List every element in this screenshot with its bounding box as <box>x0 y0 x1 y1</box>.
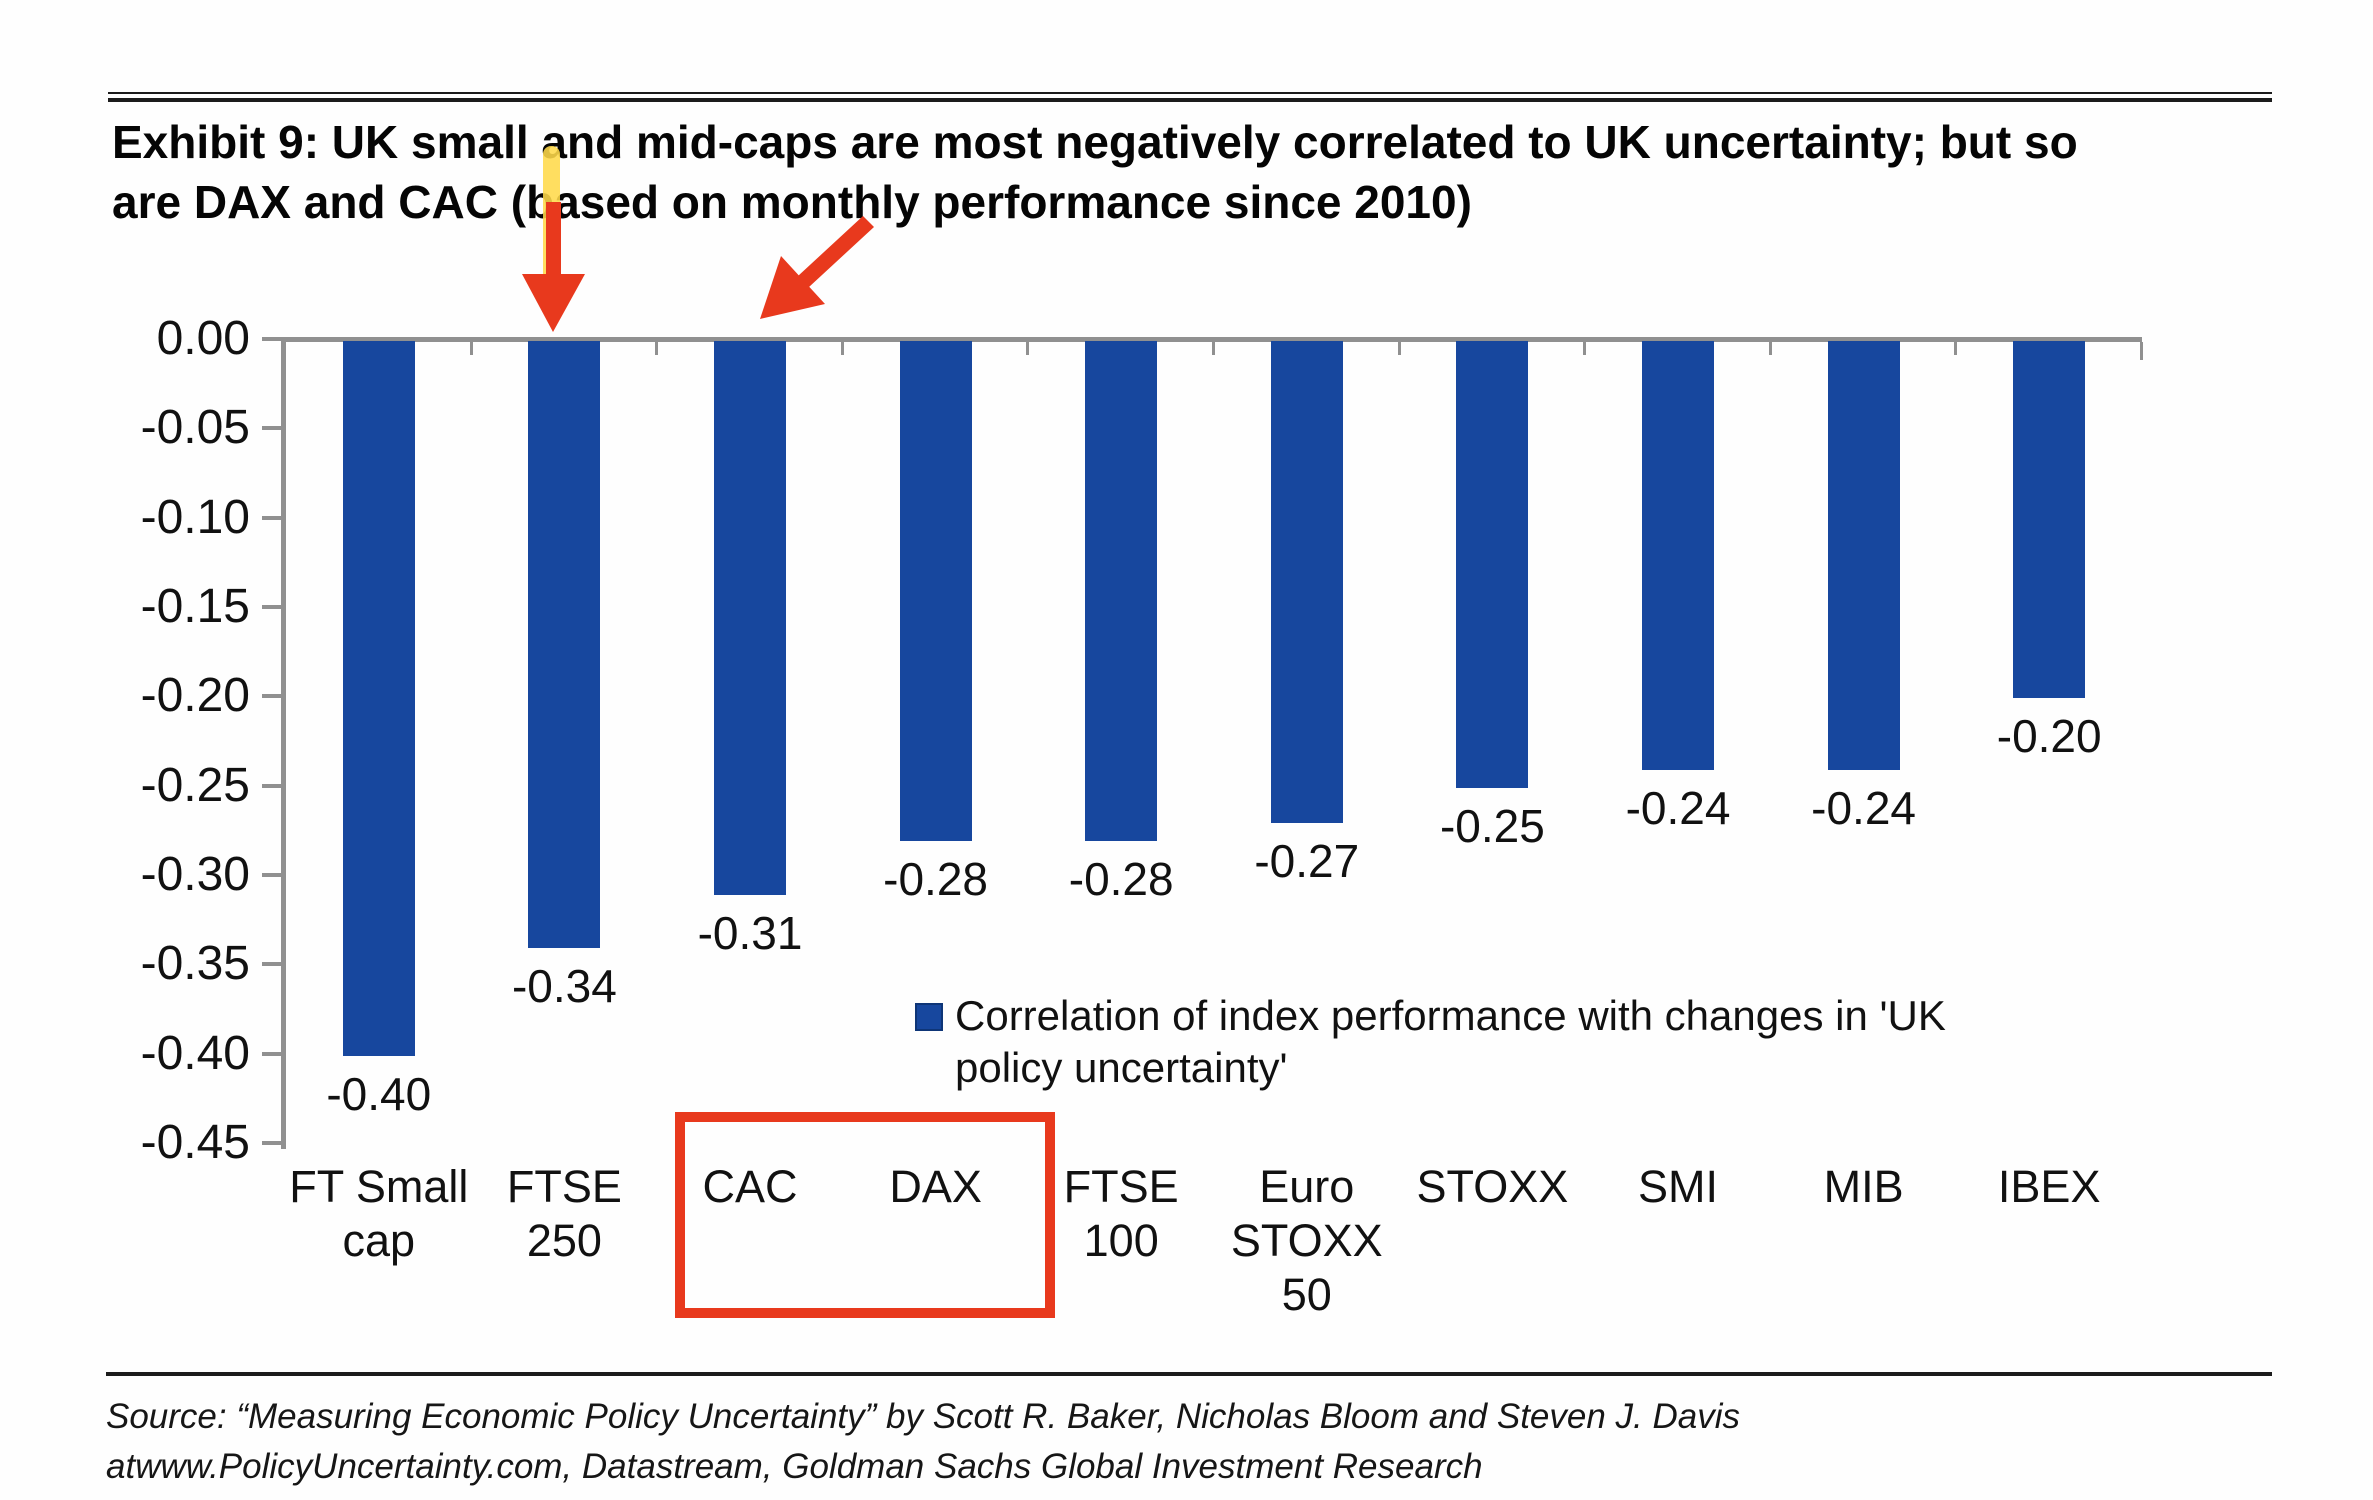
exhibit-title-line2: are DAX and CAC (based on monthly perfor… <box>112 176 1472 228</box>
bar <box>899 341 972 841</box>
y-axis-tick-mark <box>262 694 281 699</box>
x-axis-label: STOXX <box>1416 1161 1569 1212</box>
y-axis-tick-label: -0.05 <box>140 401 250 455</box>
y-axis-tick-label: -0.35 <box>140 937 250 991</box>
y-axis-tick-label: -0.25 <box>140 758 250 812</box>
x-axis-tick-mark <box>469 342 473 355</box>
bar <box>342 341 415 1056</box>
y-axis-line <box>281 337 286 1149</box>
exhibit-title-line1: Exhibit 9: UK small and mid-caps are mos… <box>112 116 2078 168</box>
source-line1: Source: “Measuring Economic Policy Uncer… <box>106 1397 1741 1436</box>
x-axis-zero-line <box>281 337 2142 342</box>
y-axis-tick-label: 0.00 <box>156 312 250 365</box>
y-axis-tick-mark <box>262 337 281 341</box>
x-axis-label: IBEX <box>1997 1161 2101 1212</box>
x-axis-label: DAX <box>889 1161 982 1212</box>
y-axis-tick-mark <box>262 515 281 520</box>
x-axis-tick-mark <box>1768 342 1772 355</box>
bar-value-label: -0.27 <box>1254 835 1360 887</box>
bar-value-label: -0.34 <box>511 960 617 1012</box>
y-axis-tick-label: -0.30 <box>140 848 250 901</box>
bar <box>1456 341 1529 788</box>
bar-value-label: -0.20 <box>1996 710 2102 762</box>
x-axis-tick-mark <box>1212 342 1215 355</box>
x-axis-label: FTSE 250 <box>506 1161 622 1266</box>
cac-dax-highlight-box <box>675 1112 1055 1318</box>
bar-value-label: -0.28 <box>883 853 989 905</box>
bar-value-label: -0.24 <box>1625 782 1731 834</box>
legend-label: Correlation of index performance with ch… <box>955 992 1946 1091</box>
bottom-rule <box>106 1372 2272 1376</box>
y-axis-tick-mark <box>262 1141 281 1145</box>
x-axis-label: Euro STOXX 50 <box>1230 1161 1383 1320</box>
x-axis-tick-mark <box>1397 342 1401 355</box>
y-axis-tick-mark <box>262 873 281 877</box>
bar <box>1642 341 1714 770</box>
y-axis-tick-label: -0.10 <box>140 490 250 544</box>
bar <box>1827 341 1900 770</box>
y-axis-tick-mark <box>262 962 281 967</box>
source-line2: atwww.PolicyUncertainty.com, Datastream,… <box>106 1447 1483 1486</box>
bar-value-label: -0.28 <box>1068 853 1174 905</box>
x-axis-label: CAC <box>702 1161 798 1212</box>
x-axis-label: MIB <box>1823 1161 1904 1212</box>
bar <box>528 341 601 948</box>
bar <box>1270 341 1343 823</box>
x-axis-label: FTSE 100 <box>1063 1161 1179 1266</box>
bar-value-label: -0.31 <box>697 907 803 959</box>
chart-legend: Correlation of index performance with ch… <box>915 990 1946 1094</box>
bar-value-label: -0.24 <box>1811 782 1917 834</box>
x-axis-tick-mark <box>840 342 844 355</box>
y-axis-tick-label: -0.15 <box>140 580 250 633</box>
x-axis-tick-mark <box>1954 342 1958 355</box>
y-axis-tick-label: -0.40 <box>140 1026 250 1080</box>
x-axis-tick-mark <box>655 342 659 355</box>
y-axis-tick-mark <box>262 783 281 788</box>
exhibit-title: Exhibit 9: UK small and mid-caps are mos… <box>112 112 2078 232</box>
x-axis-tick-mark <box>2140 342 2143 360</box>
y-axis-tick-mark <box>262 426 281 431</box>
bar <box>2013 341 2086 698</box>
bar-value-label: -0.40 <box>326 1068 432 1120</box>
y-axis-tick-mark <box>262 605 281 609</box>
source-note: Source: “Measuring Economic Policy Uncer… <box>106 1392 1740 1492</box>
x-axis-tick-mark <box>1583 342 1587 355</box>
x-axis-label: SMI <box>1637 1161 1718 1212</box>
y-axis-tick-mark <box>262 1051 281 1056</box>
top-rule-thin <box>108 92 2272 94</box>
y-axis-tick-label: -0.20 <box>140 669 250 723</box>
bar <box>1085 341 1158 841</box>
x-axis-tick-mark <box>1026 342 1030 355</box>
legend-swatch-icon <box>915 1003 943 1031</box>
bar <box>714 341 786 895</box>
x-axis-label: FT Small cap <box>289 1161 469 1266</box>
top-rule-thick <box>108 98 2272 102</box>
bar-value-label: -0.25 <box>1439 800 1545 852</box>
y-axis-tick-label: -0.45 <box>140 1116 250 1169</box>
